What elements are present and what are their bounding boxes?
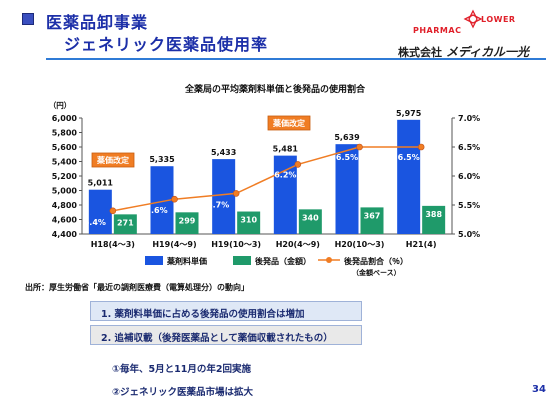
annotation-label: 薬価改定 [96,155,129,165]
generic-bar-label: 367 [364,211,381,220]
share-point [357,144,363,150]
left-tick-label: 4,800 [52,201,78,210]
generic-bar-label: 340 [302,213,319,222]
page-number: 34 [532,384,546,395]
left-tick-label: 5,400 [52,158,78,167]
legend-label-generic: 後発品（金額） [255,256,311,266]
subpoint-2: ②ジェネリック医薬品市場は拡大 [112,384,253,398]
share-point [110,208,116,214]
price-bar [212,159,235,234]
right-tick-label: 5.0% [458,230,480,239]
price-bar [397,120,420,234]
left-tick-label: 4,400 [52,230,78,239]
y-unit-label: （円） [49,100,72,110]
share-point-label: 5.7% [207,200,229,209]
price-bar-label: 5,433 [211,148,236,157]
legend-label-price: 薬剤料単価 [166,256,207,266]
generic-bar-label: 388 [425,210,442,219]
left-tick-label: 5,600 [52,143,78,152]
price-bar [274,156,297,234]
x-tick-label: H19(10～3) [211,240,261,249]
source-note: 出所：厚生労働省「最近の調剤医療費（電算処理分）の動向」 [25,282,249,293]
share-point-label: 6.2% [274,170,296,179]
x-tick-label: H21(4) [406,240,437,249]
left-tick-label: 5,000 [52,187,78,196]
price-bar-label: 5,975 [396,109,422,118]
generic-bar-label: 310 [240,216,257,225]
point-box-2: 2. 追補収載（後発医薬品として薬価収載されたもの） [90,325,362,345]
subpoint-1: ①毎年、5月と11月の年2回実施 [112,361,251,375]
chart: 全薬局の平均薬剤料単価と後発品の使用割合 （円） 6,000 5,800 5,600 5,… [0,0,560,290]
left-tick-label: 4,600 [52,216,78,225]
x-tick-label: H20(4～9) [276,240,320,249]
price-bar [89,190,112,234]
left-tick-label: 6,000 [52,114,78,123]
price-bar-label: 5,011 [88,179,114,188]
right-tick-label: 5.5% [458,201,480,210]
price-bar-label: 5,639 [334,133,360,142]
share-point-label: 5.4% [84,218,106,227]
share-point-label: 6.5% [398,153,420,162]
price-bar-label: 5,335 [149,155,175,164]
annotation-label: 薬価改定 [272,118,305,128]
price-bar-label: 5,481 [273,145,299,154]
x-tick-label: H19(4～9) [152,240,196,249]
legend-swatch-generic [233,256,251,265]
left-tick-label: 5,800 [52,129,78,138]
generic-bar-label: 271 [117,218,134,227]
legend-swatch-price [145,256,163,265]
left-tick-label: 5,200 [52,172,78,181]
x-tick-label: H18(4～3) [91,240,135,249]
right-tick-label: 6.0% [458,172,480,181]
right-tick-label: 7.0% [458,114,480,123]
share-point [418,144,424,150]
right-tick-label: 6.5% [458,143,480,152]
share-point [172,196,178,202]
point-box-1: 1. 薬剤料単価に占める後発品の使用割合は増加 [90,301,362,321]
chart-title: 全薬局の平均薬剤料単価と後発品の使用割合 [184,83,366,95]
share-point-label: 5.6% [145,206,167,215]
legend-sublabel-share: （金額ベース） [352,268,401,277]
share-point-label: 6.5% [336,153,358,162]
x-tick-label: H20(10～3) [335,240,385,249]
share-point [233,190,239,196]
share-point [295,161,301,167]
generic-bar-label: 299 [179,216,196,225]
legend-swatch-share-point [326,257,332,263]
legend-label-share: 後発品割合（％） [344,256,408,266]
